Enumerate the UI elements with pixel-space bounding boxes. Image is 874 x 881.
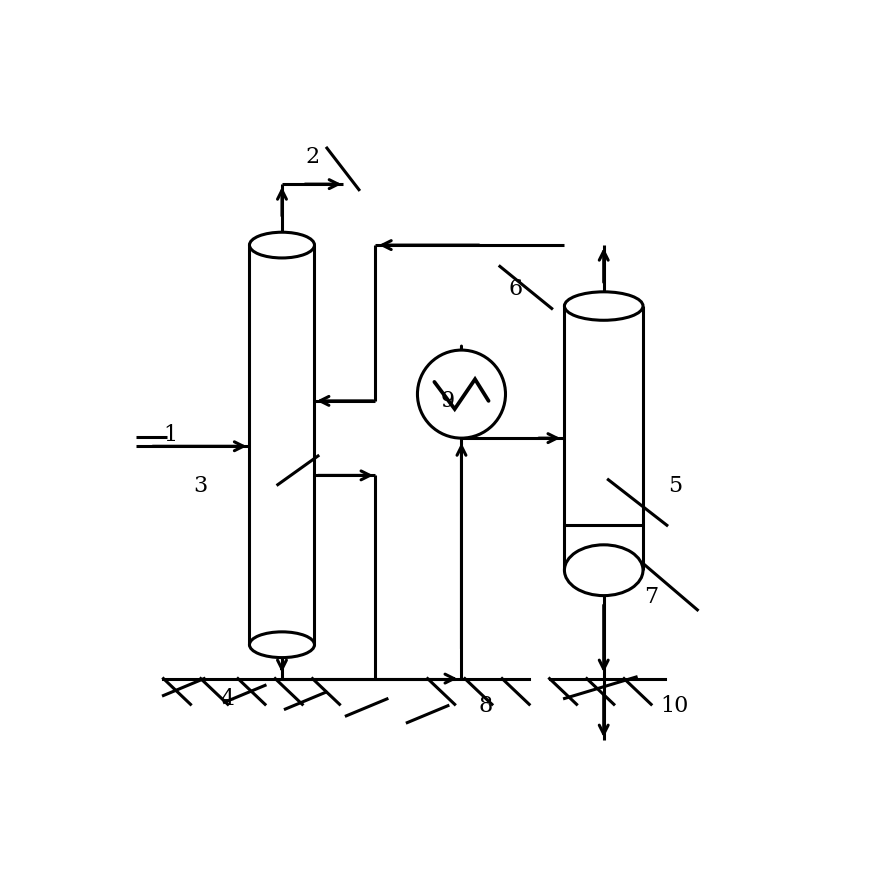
Text: 4: 4 [221,688,235,710]
Ellipse shape [249,632,315,657]
Text: 5: 5 [668,475,682,497]
Text: 6: 6 [509,278,523,300]
Text: 9: 9 [440,390,455,412]
Text: 7: 7 [644,587,658,608]
Ellipse shape [565,292,643,321]
Text: 1: 1 [163,424,177,446]
Ellipse shape [249,233,315,258]
Text: 2: 2 [305,146,320,168]
Text: 3: 3 [193,475,208,497]
Text: 8: 8 [478,695,492,716]
Ellipse shape [565,544,643,596]
Text: 10: 10 [661,695,689,716]
Circle shape [418,350,505,438]
